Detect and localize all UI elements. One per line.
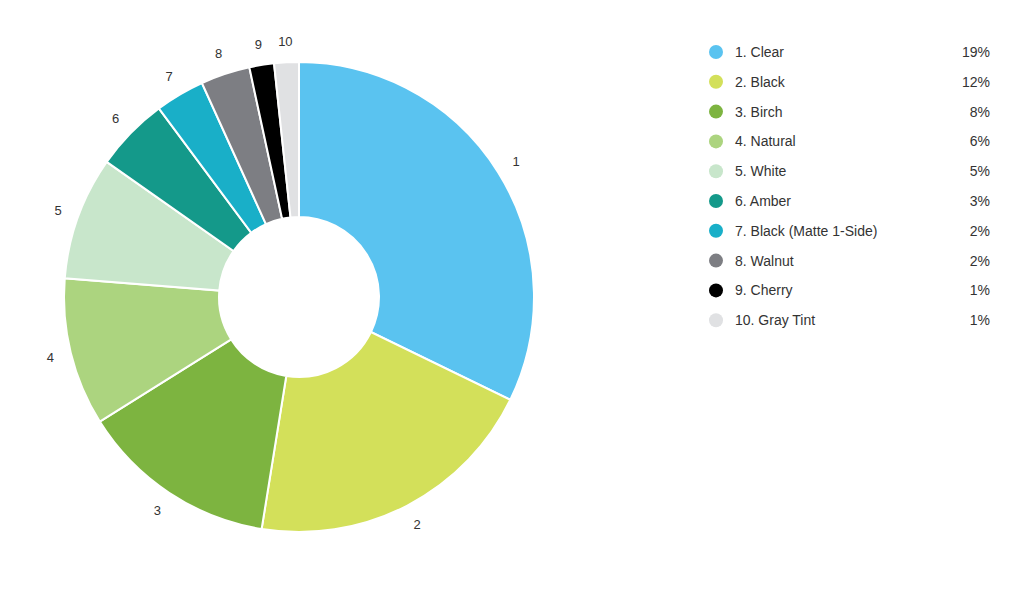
- legend-label: 4. Natural: [735, 133, 796, 149]
- legend-swatch: [709, 224, 723, 238]
- legend-value: 2%: [970, 223, 990, 239]
- legend-label: 9. Cherry: [735, 282, 793, 298]
- slice-label: 6: [112, 111, 119, 126]
- legend-label: 10. Gray Tint: [735, 312, 815, 328]
- legend-label: 2. Black: [735, 74, 786, 90]
- legend-label: 1. Clear: [735, 44, 784, 60]
- slice: [274, 62, 299, 217]
- legend-label: 3. Birch: [735, 104, 782, 120]
- legend-value: 3%: [970, 193, 990, 209]
- slice: [262, 332, 511, 532]
- slice-label: 9: [255, 37, 262, 52]
- legend-swatch: [709, 164, 723, 178]
- legend-swatch: [709, 45, 723, 59]
- slices: [64, 62, 534, 532]
- legend-swatch: [709, 313, 723, 327]
- legend-value: 1%: [970, 282, 990, 298]
- legend-label: 7. Black (Matte 1-Side): [735, 223, 877, 239]
- legend-swatch: [709, 283, 723, 297]
- legend-value: 6%: [970, 133, 990, 149]
- slice-label: 1: [512, 154, 519, 169]
- legend-value: 19%: [962, 44, 990, 60]
- legend-value: 2%: [970, 253, 990, 269]
- legend: 1. Clear 19% 2. Black 12% 3. Birch 8% 4. Natur…: [709, 44, 990, 328]
- slice-label: 8: [215, 46, 222, 61]
- legend-label: 5. White: [735, 163, 787, 179]
- slice: [299, 62, 534, 400]
- slice-labels: 1 2 3 4 5 6 7 8 9 10: [47, 34, 520, 532]
- slice-label: 10: [278, 34, 292, 49]
- slice-label: 4: [47, 350, 54, 365]
- legend-value: 8%: [970, 104, 990, 120]
- legend-swatch: [709, 134, 723, 148]
- slice-label: 7: [165, 69, 172, 84]
- legend-value: 1%: [970, 312, 990, 328]
- legend-swatch: [709, 194, 723, 208]
- slice-label: 3: [154, 503, 161, 518]
- chart: 1 2 3 4 5 6 7 8 9 10 1. Clear 19% 2. Black 12% 3. Birc…: [0, 0, 1024, 597]
- legend-label: 8. Walnut: [735, 253, 794, 269]
- legend-value: 12%: [962, 74, 990, 90]
- legend-swatch: [709, 75, 723, 89]
- slice-label: 5: [55, 203, 62, 218]
- legend-label: 6. Amber: [735, 193, 791, 209]
- legend-value: 5%: [970, 163, 990, 179]
- slice: [64, 278, 231, 421]
- legend-swatch: [709, 105, 723, 119]
- legend-swatch: [709, 254, 723, 268]
- slice-label: 2: [413, 517, 420, 532]
